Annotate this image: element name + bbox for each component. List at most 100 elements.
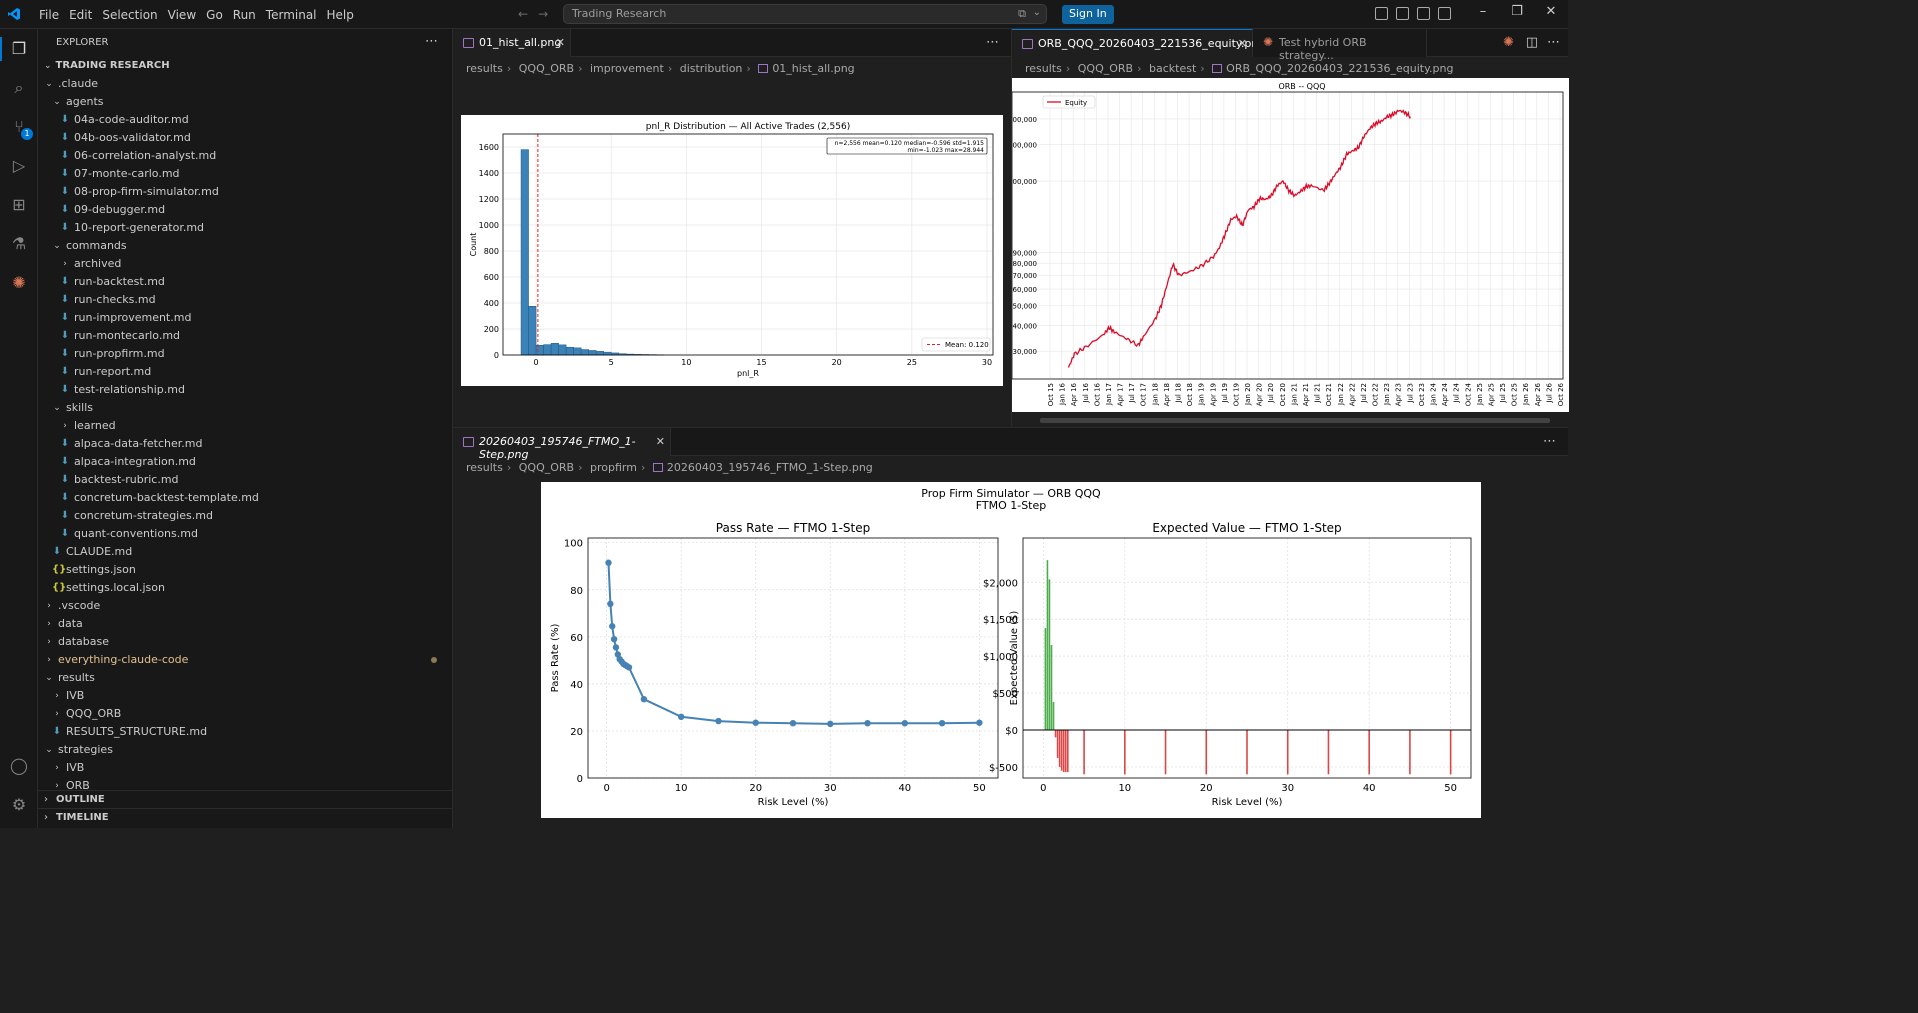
menu-item-go[interactable]: Go	[206, 7, 223, 22]
menu-item-file[interactable]: File	[39, 7, 60, 22]
file-item[interactable]: ⬇ 04b-oos-validator.md	[38, 129, 452, 147]
breadcrumb-item[interactable]: distribution	[679, 62, 743, 75]
explorer-files-icon[interactable]: ❐	[11, 39, 27, 58]
folder-item[interactable]: › QQQ_ORB	[38, 705, 452, 723]
tab-equity[interactable]: ORB_QQQ_20260403_221536_equity.png ✕	[1012, 29, 1265, 57]
extensions-icon[interactable]: ⊞	[12, 195, 26, 214]
tab-01-hist-all[interactable]: 01_hist_all.png ✕	[453, 29, 571, 57]
file-item[interactable]: ⬇ concretum-backtest-template.md	[38, 489, 452, 507]
file-item[interactable]: ⬇ quant-conventions.md	[38, 525, 452, 543]
folder-item[interactable]: › data	[38, 615, 452, 633]
chevron-down-icon[interactable]: ⌄	[1032, 7, 1041, 18]
breadcrumb-item[interactable]: 01_hist_all.png	[772, 62, 855, 75]
breadcrumb-item[interactable]: QQQ_ORB	[518, 62, 575, 75]
outline-section[interactable]: › OUTLINE	[38, 790, 453, 808]
breadcrumb-item[interactable]: QQQ_ORB	[1077, 62, 1134, 75]
file-item[interactable]: ⬇ concretum-strategies.md	[38, 507, 452, 525]
tab-ftmo-preview[interactable]: 20260403_195746_FTMO_1-Step.png ✕	[453, 428, 671, 461]
menu-item-selection[interactable]: Selection	[102, 7, 158, 22]
breadcrumb-item[interactable]: propfirm	[590, 461, 637, 474]
toggle-sidebar-icon[interactable]	[1396, 7, 1409, 20]
folder-item[interactable]: › archived	[38, 255, 452, 273]
file-item[interactable]: {} settings.json	[38, 561, 452, 579]
customize-layout-icon[interactable]	[1375, 7, 1388, 20]
search-icon[interactable]: ⌕	[14, 78, 24, 97]
menu-item-help[interactable]: Help	[326, 7, 354, 22]
account-icon[interactable]: ◯	[10, 756, 28, 775]
file-item[interactable]: ⬇ 07-monte-carlo.md	[38, 165, 452, 183]
tab-claude-session[interactable]: ✺ Test hybrid ORB strategy...	[1253, 29, 1427, 62]
folder-item[interactable]: ⌄ agents	[38, 93, 452, 111]
folder-item[interactable]: › IVB	[38, 759, 452, 777]
claude-action-icon[interactable]: ✺	[1503, 35, 1514, 50]
minimize-icon[interactable]: –	[1479, 4, 1487, 19]
file-item[interactable]: ⬇ run-improvement.md	[38, 309, 452, 327]
folder-item[interactable]: › ORB	[38, 777, 452, 795]
breadcrumb-item[interactable]: improvement	[590, 62, 664, 75]
close-tab-icon[interactable]: ✕	[1237, 37, 1247, 50]
folder-item[interactable]: ⌄ skills	[38, 399, 452, 417]
horizontal-scrollbar[interactable]	[1040, 418, 1550, 423]
file-item[interactable]: ⬇ run-backtest.md	[38, 273, 452, 291]
file-item[interactable]: ⬇ 09-debugger.md	[38, 201, 452, 219]
split-editor-icon[interactable]: ◫	[1525, 35, 1538, 50]
file-item[interactable]: ⬇ 10-report-generator.md	[38, 219, 452, 237]
folder-item[interactable]: › IVB	[38, 687, 452, 705]
close-tab-icon[interactable]: ✕	[655, 435, 665, 448]
close-window-icon[interactable]: ✕	[1545, 4, 1557, 19]
more-actions-icon[interactable]: ⋯	[425, 34, 438, 49]
testing-flask-icon[interactable]: ⚗	[11, 234, 27, 253]
source-control-icon[interactable]: ⑂ 1	[9, 117, 33, 140]
file-item[interactable]: ⬇ RESULTS_STRUCTURE.md	[38, 723, 452, 741]
restore-icon[interactable]: ❐	[1511, 4, 1523, 19]
close-tab-icon[interactable]: ✕	[555, 36, 565, 49]
more-actions-icon[interactable]: ⋯	[1547, 35, 1560, 50]
file-item[interactable]: ⬇ 08-prop-firm-simulator.md	[38, 183, 452, 201]
file-item[interactable]: ⬇ run-montecarlo.md	[38, 327, 452, 345]
toggle-panel-icon[interactable]	[1417, 7, 1430, 20]
menu-item-edit[interactable]: Edit	[69, 7, 93, 22]
sign-in-button[interactable]: Sign In	[1062, 5, 1114, 24]
menu-item-terminal[interactable]: Terminal	[265, 7, 317, 22]
breadcrumb-item[interactable]: results	[466, 461, 503, 474]
breadcrumb-item[interactable]: results	[1025, 62, 1062, 75]
file-item[interactable]: ⬇ run-checks.md	[38, 291, 452, 309]
folder-item[interactable]: › everything-claude-code	[38, 651, 452, 669]
file-item[interactable]: ⬇ alpaca-integration.md	[38, 453, 452, 471]
menu-item-run[interactable]: Run	[232, 7, 256, 22]
back-arrow-icon[interactable]: ←	[518, 7, 529, 21]
run-debug-icon[interactable]: ▷	[12, 156, 26, 175]
breadcrumb-item[interactable]: 20260403_195746_FTMO_1-Step.png	[666, 461, 873, 474]
copilot-icon[interactable]: ⧉	[1018, 7, 1026, 20]
workspace-root[interactable]: ⌄ TRADING RESEARCH	[38, 57, 452, 75]
folder-item[interactable]: ⌄ strategies	[38, 741, 452, 759]
file-item[interactable]: ⬇ test-relationship.md	[38, 381, 452, 399]
folder-item[interactable]: › database	[38, 633, 452, 651]
menu-item-view[interactable]: View	[167, 7, 197, 22]
folder-item[interactable]: ⌄ commands	[38, 237, 452, 255]
file-item[interactable]: ⬇ alpaca-data-fetcher.md	[38, 435, 452, 453]
breadcrumb-item[interactable]: QQQ_ORB	[518, 461, 575, 474]
file-item[interactable]: ⬇ 06-correlation-analyst.md	[38, 147, 452, 165]
file-item[interactable]: ⬇ run-report.md	[38, 363, 452, 381]
folder-item[interactable]: ⌄ .claude	[38, 75, 452, 93]
breadcrumb-item[interactable]: results	[466, 62, 503, 75]
file-item[interactable]: {} settings.local.json	[38, 579, 452, 597]
timeline-section[interactable]: › TIMELINE	[38, 808, 453, 826]
file-item[interactable]: ⬇ run-propfirm.md	[38, 345, 452, 363]
command-center[interactable]: Trading Research ⧉ ⌄	[563, 4, 1047, 24]
folder-item[interactable]: › learned	[38, 417, 452, 435]
more-actions-icon[interactable]: ⋯	[1543, 434, 1556, 449]
forward-arrow-icon[interactable]: →	[538, 7, 549, 21]
more-actions-icon[interactable]: ⋯	[986, 35, 999, 50]
toggle-secondary-sidebar-icon[interactable]	[1438, 7, 1451, 20]
claude-icon[interactable]: ✺	[12, 273, 26, 292]
file-item[interactable]: ⬇ 04a-code-auditor.md	[38, 111, 452, 129]
settings-gear-icon[interactable]: ⚙	[11, 795, 27, 814]
breadcrumb-item[interactable]: backtest	[1149, 62, 1197, 75]
breadcrumb-item[interactable]: ORB_QQQ_20260403_221536_equity.png	[1226, 62, 1454, 75]
file-item[interactable]: ⬇ backtest-rubric.md	[38, 471, 452, 489]
file-item[interactable]: ⬇ CLAUDE.md	[38, 543, 452, 561]
folder-item[interactable]: ⌄ results	[38, 669, 452, 687]
folder-item[interactable]: › .vscode	[38, 597, 452, 615]
